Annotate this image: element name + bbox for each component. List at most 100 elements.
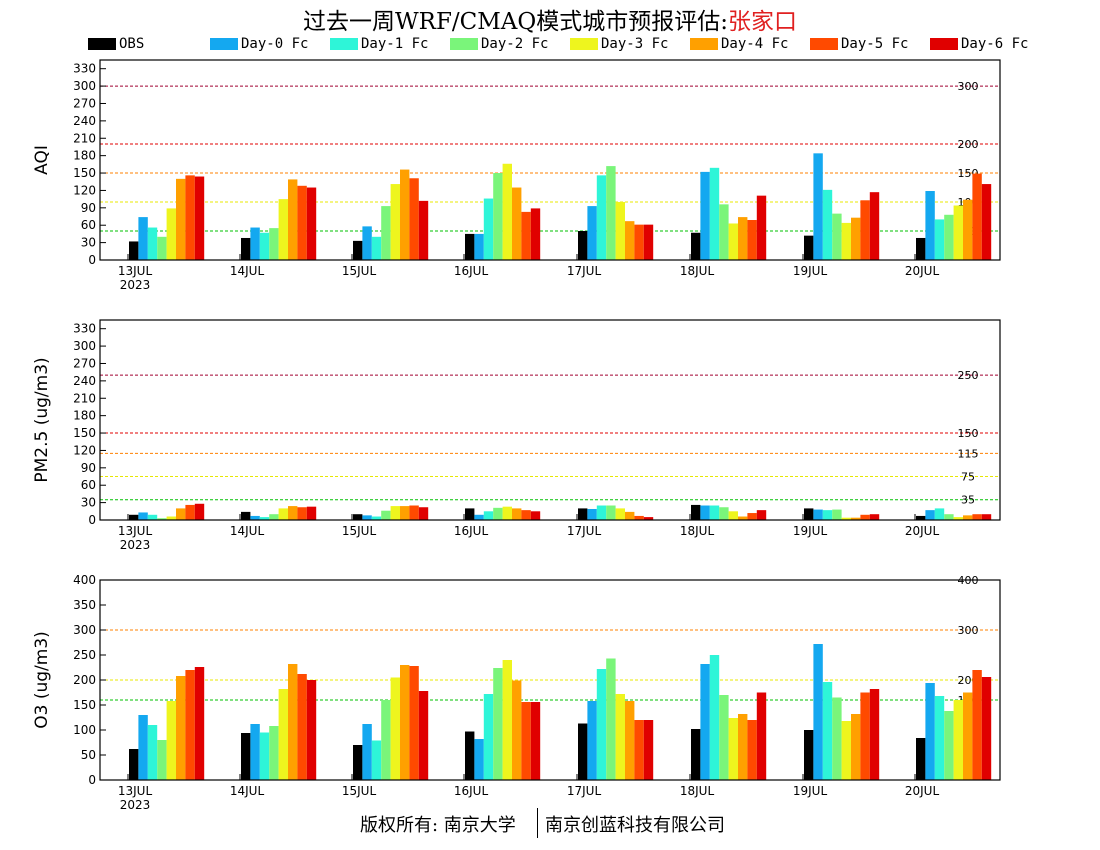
bar (381, 700, 391, 780)
bar (362, 515, 372, 520)
bar (709, 167, 720, 260)
bar (530, 511, 541, 520)
bar (587, 206, 597, 260)
bar (278, 689, 288, 780)
bar (804, 730, 814, 780)
bar (578, 508, 588, 520)
bar (483, 511, 494, 520)
bar (869, 192, 880, 260)
bar (269, 228, 279, 260)
bar (944, 214, 954, 260)
bar (944, 711, 954, 780)
x-year-label: 2023 (120, 538, 151, 552)
bar (483, 198, 494, 260)
bar (259, 232, 270, 260)
footer: 版权所有: 南京大学 南京创蓝科技有限公司 (0, 808, 1100, 838)
legend-swatch (930, 38, 958, 50)
bar (409, 178, 419, 260)
bar (194, 503, 205, 520)
legend-label: OBS (119, 36, 145, 52)
bar (502, 163, 512, 260)
legend-swatch (450, 38, 478, 50)
bar (963, 199, 973, 260)
bar (157, 236, 167, 260)
bar (606, 658, 616, 780)
bar (841, 721, 851, 780)
legend-swatch (810, 38, 838, 50)
y-tick-label: 150 (73, 166, 96, 180)
bar (972, 173, 982, 260)
bar (832, 509, 842, 520)
bar (306, 506, 317, 520)
bar (381, 510, 391, 520)
y-tick-label: 180 (73, 149, 96, 163)
bar (418, 507, 429, 520)
bar (700, 171, 710, 260)
y-tick-label: 300 (73, 79, 96, 93)
bar (953, 700, 963, 780)
x-tick-label: 20JUL (905, 264, 940, 278)
bar (832, 697, 842, 780)
x-tick-label: 13JUL (118, 524, 153, 538)
y-tick-label: 180 (73, 409, 96, 423)
bar (371, 516, 382, 520)
threshold-label: 75 (961, 471, 975, 484)
bar (981, 184, 992, 260)
footer-copyright: 版权所有: 南京大学 (360, 815, 516, 836)
x-tick-label: 14JUL (230, 264, 265, 278)
bar (288, 179, 298, 260)
bar (297, 507, 307, 520)
bar (728, 511, 738, 520)
title-city: 张家口 (728, 9, 798, 35)
bar (738, 516, 748, 520)
bar (832, 213, 842, 260)
bar (269, 726, 279, 780)
x-tick-label: 15JUL (342, 524, 377, 538)
bar (719, 695, 729, 780)
x-tick-label: 17JUL (567, 524, 602, 538)
bar (166, 701, 176, 780)
bar (250, 227, 260, 260)
footer-company: 南京创蓝科技有限公司 (545, 815, 725, 836)
legend-swatch (330, 38, 358, 50)
y-axis-label: PM2.5 (ug/m3) (32, 357, 52, 482)
bar (963, 692, 973, 780)
title-main: 过去一周WRF/CMAQ模式城市预报评估: (302, 9, 729, 35)
bar (166, 516, 176, 520)
bar (916, 515, 926, 520)
bar (615, 694, 625, 780)
bar (691, 232, 701, 260)
threshold-label: 250 (958, 369, 979, 382)
bar (185, 175, 195, 260)
bar (474, 233, 484, 260)
x-tick-label: 14JUL (230, 784, 265, 798)
bar (934, 219, 945, 260)
bar (362, 724, 372, 780)
bar (860, 514, 870, 520)
bar (493, 507, 503, 520)
bar (822, 682, 833, 780)
bar (269, 514, 279, 520)
bar (138, 217, 148, 260)
bar (483, 694, 494, 780)
bar (822, 189, 833, 260)
bar (250, 515, 260, 520)
bar (596, 175, 607, 260)
y-tick-label: 0 (88, 773, 96, 787)
x-tick-label: 13JUL (118, 784, 153, 798)
bar (353, 514, 363, 520)
y-tick-label: 270 (73, 356, 96, 370)
bar (129, 749, 139, 780)
legend-label: Day-3 Fc (601, 36, 669, 52)
x-tick-label: 14JUL (230, 524, 265, 538)
y-tick-label: 30 (81, 496, 96, 510)
bar (259, 732, 270, 780)
y-tick-label: 210 (73, 391, 96, 405)
bar (596, 505, 607, 520)
bar (691, 504, 701, 520)
bar (176, 508, 186, 520)
bar (400, 169, 410, 260)
legend-swatch (210, 38, 238, 50)
bar (700, 664, 710, 780)
bar (185, 670, 195, 780)
